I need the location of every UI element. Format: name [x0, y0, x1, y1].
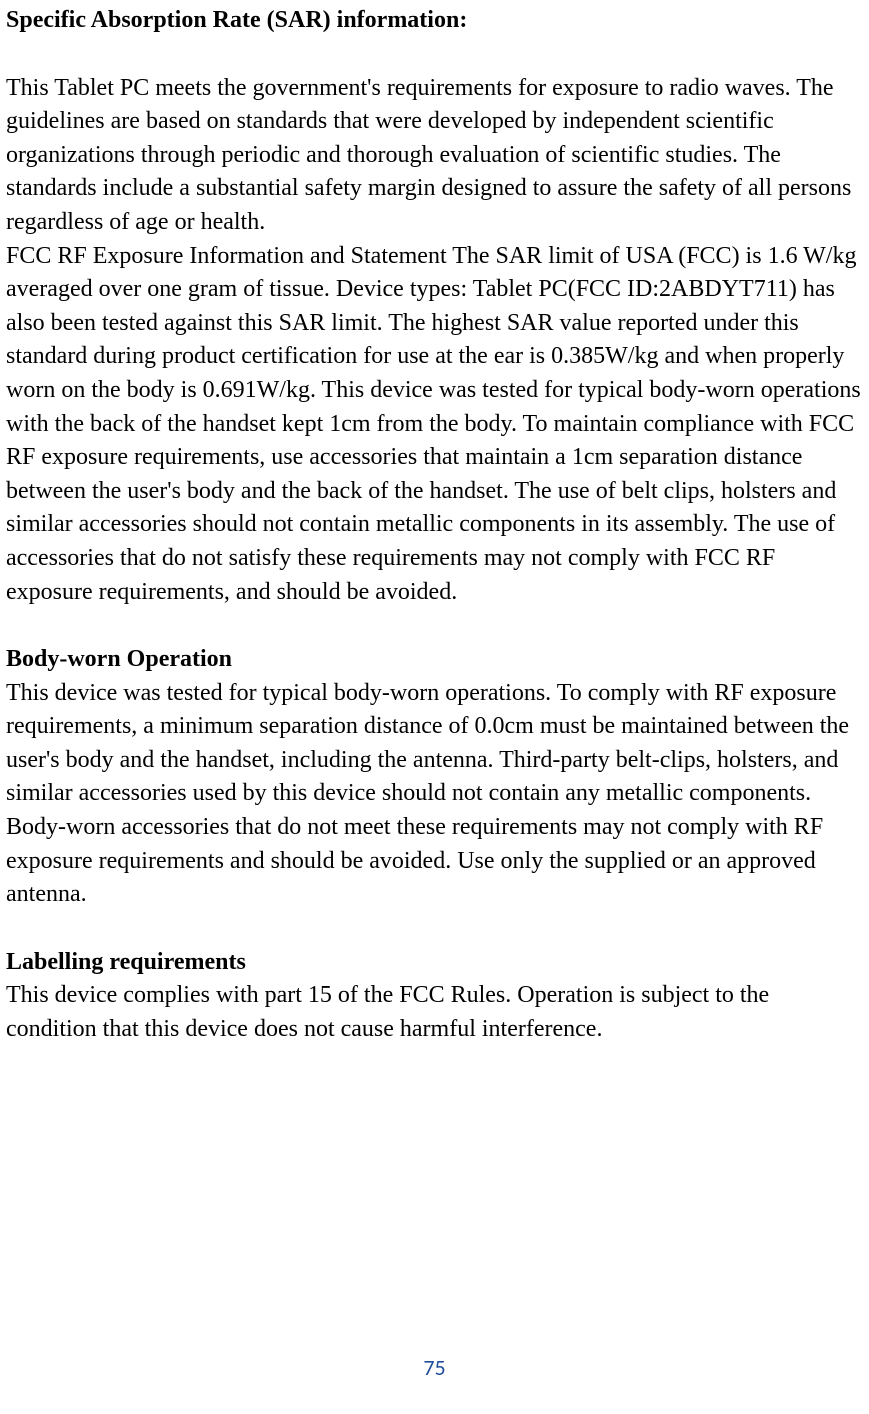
- heading-sar: Specific Absorption Rate (SAR) informati…: [6, 7, 467, 33]
- heading-bodyworn-line: Body-worn Operation: [6, 643, 863, 677]
- paragraph-sar-intro: This Tablet PC meets the government's re…: [6, 72, 863, 240]
- page-number: 75: [0, 1353, 869, 1384]
- heading-labelling: Labelling requirements: [6, 949, 246, 975]
- document-body: Specific Absorption Rate (SAR) informati…: [6, 4, 863, 1047]
- spacer: [6, 38, 863, 72]
- paragraph-labelling: This device complies with part 15 of the…: [6, 979, 863, 1046]
- sar-heading-line: Specific Absorption Rate (SAR) informati…: [6, 4, 863, 38]
- heading-bodyworn: Body-worn Operation: [6, 646, 232, 672]
- paragraph-sar-fcc: FCC RF Exposure Information and Statemen…: [6, 240, 863, 610]
- spacer: [6, 609, 863, 643]
- heading-labelling-line: Labelling requirements: [6, 946, 863, 980]
- paragraph-bodyworn: This device was tested for typical body-…: [6, 677, 863, 912]
- spacer: [6, 912, 863, 946]
